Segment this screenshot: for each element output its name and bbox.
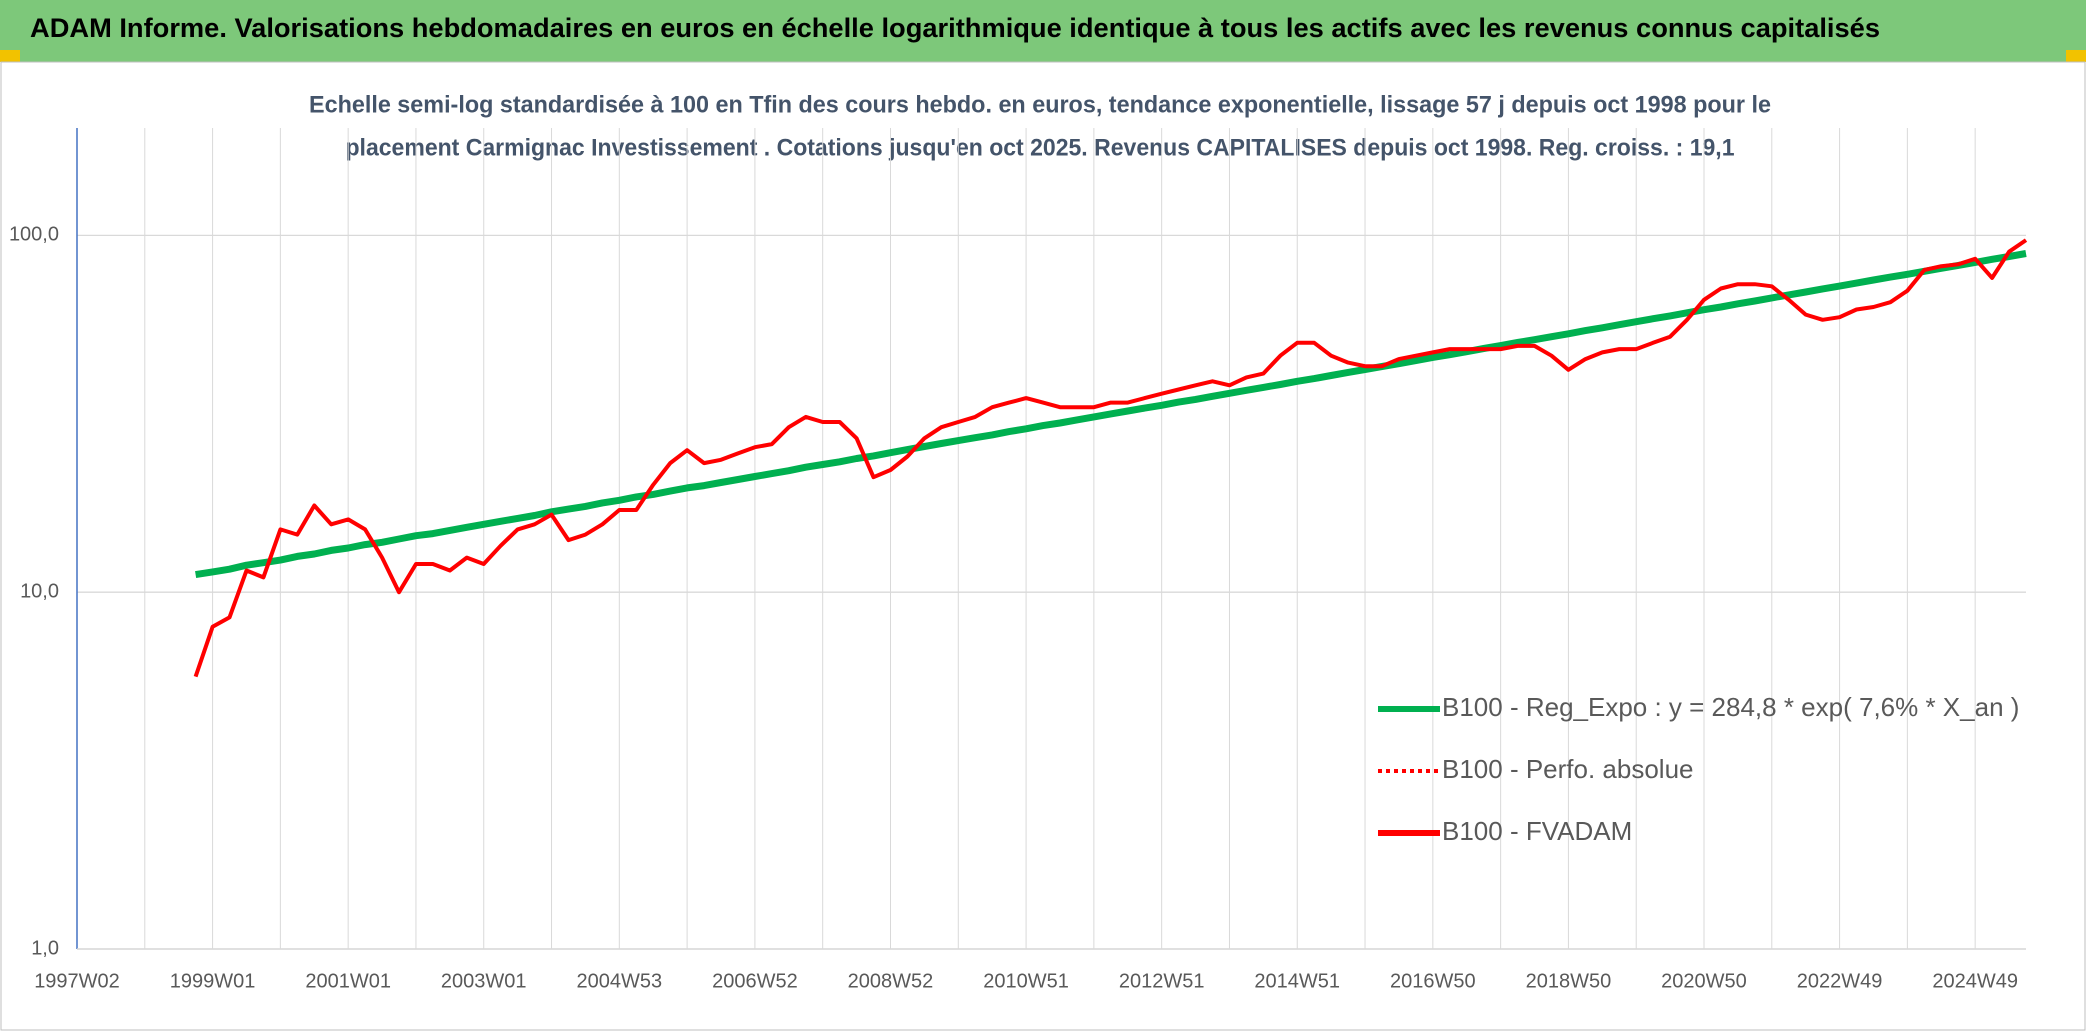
x-tick-label: 2006W52 (712, 970, 798, 992)
x-tick-label: 2016W50 (1390, 970, 1476, 992)
header-bar (0, 0, 2086, 62)
y-tick-label: 1,0 (31, 937, 59, 959)
x-tick-label: 2010W51 (983, 970, 1069, 992)
legend-label: B100 - Reg_Expo : y = 284,8 * exp( 7,6% … (1442, 692, 2019, 722)
x-tick-label: 2014W51 (1254, 970, 1340, 992)
legend-label: B100 - FVADAM (1442, 816, 1632, 846)
x-tick-label: 2003W01 (441, 970, 527, 992)
x-tick-label: 1999W01 (170, 970, 256, 992)
x-tick-label: 2012W51 (1119, 970, 1205, 992)
legend-label: B100 - Perfo. absolue (1442, 754, 1694, 784)
corner (0, 50, 20, 62)
x-tick-label: 2004W53 (577, 970, 663, 992)
subtitle: Echelle semi-log standardisée à 100 en T… (309, 91, 1771, 118)
x-tick-label: 2018W50 (1526, 970, 1612, 992)
series-line (195, 250, 2027, 579)
x-tick-label: 2001W01 (305, 970, 391, 992)
subtitle: placement Carmignac Investissement . Cot… (346, 134, 1735, 161)
x-tick-label: 2022W49 (1797, 970, 1883, 992)
y-tick-label: 100,0 (9, 224, 59, 246)
x-tick-label: 2008W52 (848, 970, 934, 992)
x-tick-label: 2020W50 (1661, 970, 1747, 992)
series-line (193, 238, 2028, 678)
x-tick-label: 1997W02 (34, 970, 120, 992)
y-tick-label: 10,0 (20, 580, 59, 602)
x-tick-label: 2024W49 (1932, 970, 2018, 992)
chart-area (0, 61, 2086, 1031)
corner (2066, 50, 2086, 62)
chart-title: ADAM Informe. Valorisations hebdomadaire… (30, 13, 1880, 43)
